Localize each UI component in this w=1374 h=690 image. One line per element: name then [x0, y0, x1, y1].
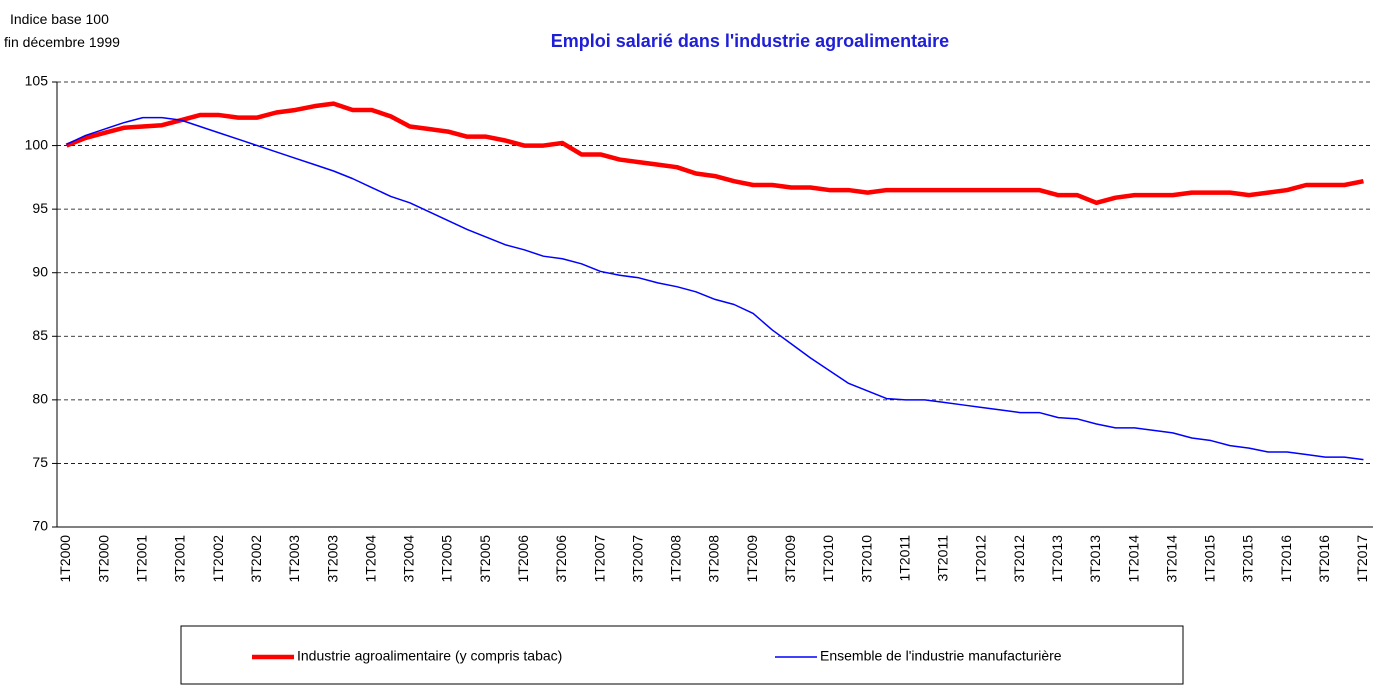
x-tick-label: 3T2015 [1240, 535, 1256, 583]
y-axis-label: Indice base 100 [10, 11, 109, 27]
x-tick-label: 3T2003 [324, 535, 340, 583]
x-tick-label: 3T2012 [1011, 535, 1027, 583]
x-tick-label: 3T2013 [1087, 535, 1103, 583]
x-tick-label: 1T2008 [668, 535, 684, 583]
x-tick-label: 3T2007 [629, 535, 645, 583]
y-tick-label: 70 [32, 518, 48, 534]
x-tick-label: 1T2015 [1202, 535, 1218, 583]
y-axis-label: fin décembre 1999 [4, 34, 120, 50]
chart-title: Emploi salarié dans l'industrie agroalim… [551, 31, 949, 51]
legend-label: Ensemble de l'industrie manufacturière [820, 648, 1062, 664]
x-tick-label: 3T2014 [1163, 535, 1179, 583]
x-tick-label: 3T2009 [782, 535, 798, 583]
x-tick-label: 1T2005 [439, 535, 455, 583]
y-tick-label: 80 [32, 391, 48, 407]
x-tick-label: 1T2000 [57, 535, 73, 583]
x-tick-label: 3T2000 [95, 535, 111, 583]
x-tick-label: 1T2002 [210, 535, 226, 583]
x-tick-label: 3T2010 [858, 535, 874, 583]
x-tick-label: 1T2016 [1278, 535, 1294, 583]
x-tick-label: 3T2011 [935, 535, 951, 582]
x-tick-label: 1T2007 [591, 535, 607, 583]
x-tick-label: 3T2002 [248, 535, 264, 583]
y-tick-label: 75 [32, 454, 48, 470]
y-tick-label: 95 [32, 200, 48, 216]
x-tick-label: 1T2013 [1049, 535, 1065, 583]
x-tick-label: 1T2003 [286, 535, 302, 583]
x-tick-label: 1T2001 [134, 535, 150, 583]
y-tick-label: 85 [32, 327, 48, 343]
series-line [65, 101, 1364, 206]
y-tick-label: 100 [25, 136, 49, 152]
x-tick-label: 3T2006 [553, 535, 569, 583]
y-tick-label: 105 [25, 73, 49, 89]
y-tick-label: 90 [32, 263, 48, 279]
x-tick-label: 3T2004 [401, 535, 417, 583]
x-tick-label: 1T2006 [515, 535, 531, 583]
x-tick-label: 1T2012 [973, 535, 989, 583]
series-line [66, 116, 1364, 461]
x-tick-label: 1T2004 [362, 535, 378, 583]
x-tick-label: 3T2016 [1316, 535, 1332, 583]
x-tick-label: 3T2005 [477, 535, 493, 583]
legend-label: Industrie agroalimentaire (y compris tab… [297, 648, 562, 664]
x-tick-label: 3T2001 [172, 535, 188, 583]
x-tick-label: 1T2014 [1125, 535, 1141, 583]
legend-box [180, 625, 1184, 685]
x-tick-label: 1T2009 [744, 535, 760, 583]
x-tick-label: 1T2011 [896, 535, 912, 582]
x-tick-label: 1T2010 [820, 535, 836, 583]
x-tick-label: 1T2017 [1354, 535, 1370, 583]
x-tick-label: 3T2008 [706, 535, 722, 583]
